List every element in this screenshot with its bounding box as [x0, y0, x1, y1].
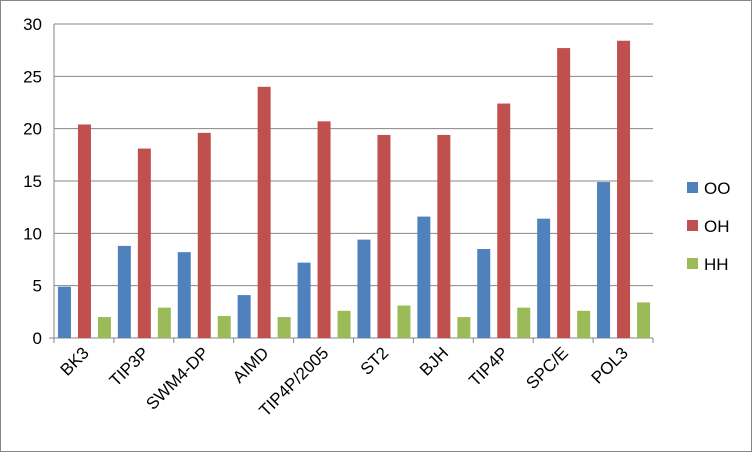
bar-oh [257, 86, 271, 338]
bar-oh [317, 121, 331, 338]
bar-oo [117, 245, 131, 338]
bar-oh [497, 103, 511, 339]
bar-hh [97, 317, 111, 338]
legend-label-oh: OH [704, 217, 730, 236]
x-category-label: TIP4P [465, 343, 512, 390]
x-category-label: TIP3P [106, 343, 153, 390]
y-tick-label: 25 [23, 67, 42, 86]
x-category-label: SWM4-DP [142, 343, 212, 413]
bar-oh [617, 40, 631, 338]
bar-oo [417, 216, 431, 338]
x-category-label: SPC/E [522, 343, 572, 393]
bar-hh [337, 310, 351, 338]
x-category-label: AIMD [229, 343, 272, 386]
bar-hh [217, 316, 231, 338]
bar-hh [457, 317, 471, 338]
bar-oo [357, 239, 371, 338]
y-tick-label: 20 [23, 120, 42, 139]
legend-swatch-oh [687, 220, 698, 231]
bar-hh [157, 307, 171, 338]
bar-oo [297, 262, 311, 338]
bar-oh [437, 134, 451, 338]
bar-oh [377, 134, 391, 338]
legend-label-oo: OO [704, 179, 730, 198]
y-tick-label: 30 [23, 15, 42, 34]
y-tick-label: 0 [33, 329, 42, 348]
bar-oo [57, 286, 71, 338]
x-category-label: BJH [416, 343, 452, 379]
bar-hh [577, 310, 591, 338]
legend-swatch-hh [687, 258, 698, 269]
bar-oo [597, 182, 611, 338]
y-tick-label: 5 [33, 277, 42, 296]
bar-oh [77, 124, 91, 338]
legend-swatch-oo [687, 182, 698, 193]
bar-oo [477, 249, 491, 338]
bar-oo [177, 252, 191, 338]
bar-oh [137, 148, 151, 338]
bar-oo [537, 218, 551, 338]
x-category-label: POL3 [588, 343, 632, 387]
bar-hh [277, 317, 291, 338]
x-category-label: BK3 [57, 343, 93, 379]
bar-hh [517, 307, 531, 338]
y-tick-label: 10 [23, 224, 42, 243]
bar-oo [237, 295, 251, 338]
bar-oh [557, 48, 571, 338]
bar-oh [197, 132, 211, 338]
legend-label-hh: HH [704, 255, 729, 274]
bar-hh [397, 305, 411, 338]
x-category-label: ST2 [357, 343, 392, 378]
bar-hh [637, 302, 651, 338]
y-tick-label: 15 [23, 172, 42, 191]
